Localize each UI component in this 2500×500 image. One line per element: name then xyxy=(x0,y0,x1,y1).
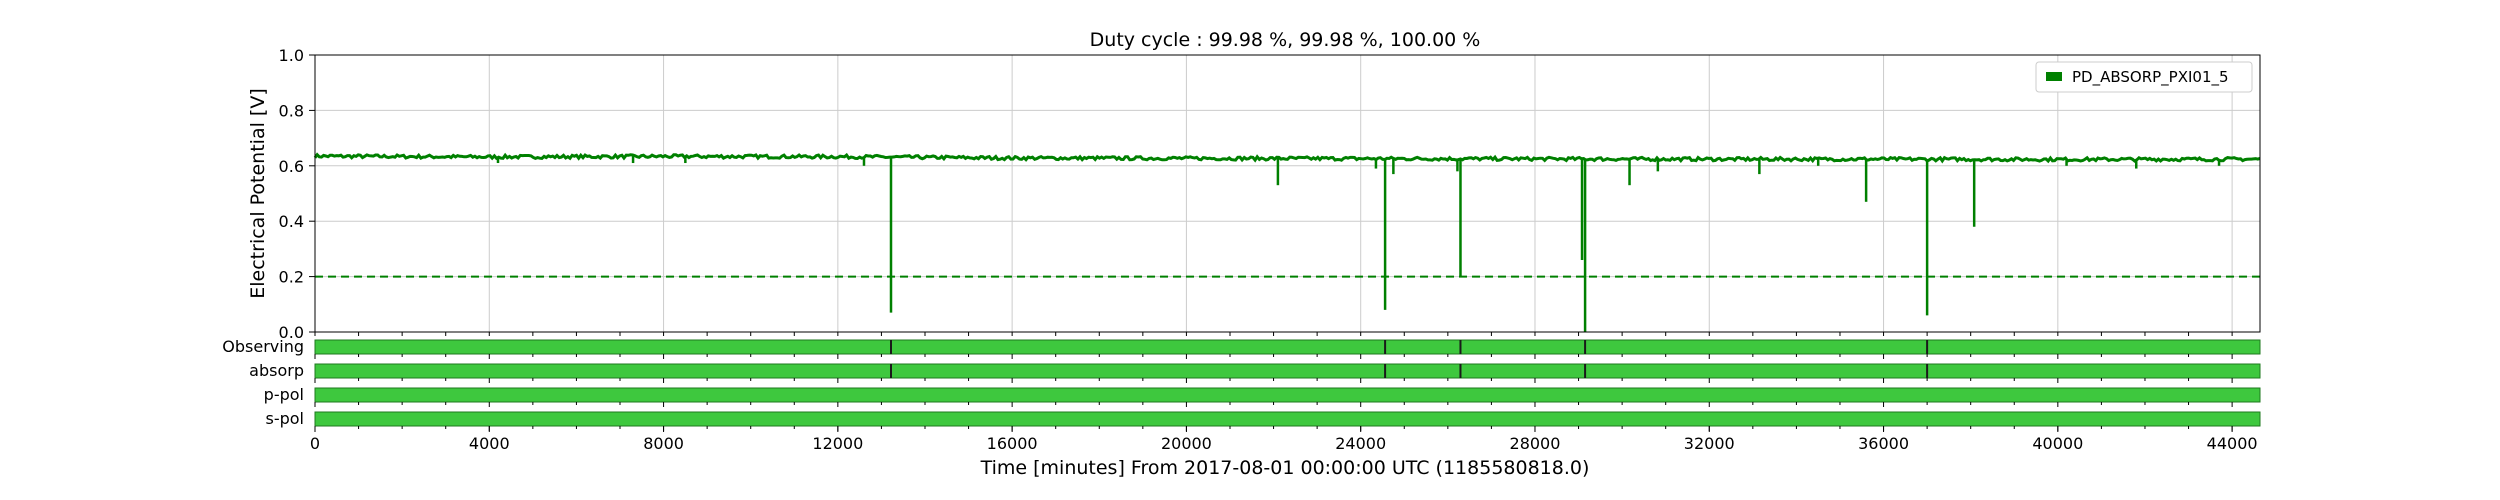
x-tick-label-9: 36000 xyxy=(1858,434,1909,453)
legend: PD_ABSORP_PXI01_5 xyxy=(2035,61,2253,93)
y-tick-label-4: 0.8 xyxy=(279,101,304,120)
series-layer xyxy=(313,152,2261,332)
segment-label-1: absorp xyxy=(249,361,304,380)
x-axis-ticks: 0 4000 8000 12000 16000 20000 24000 28000 32000 3… xyxy=(310,332,2258,453)
legend-label: PD_ABSORP_PXI01_5 xyxy=(2072,68,2229,87)
y-tick-label-3: 0.6 xyxy=(279,157,304,176)
x-tick-label-4: 16000 xyxy=(987,434,1038,453)
segment-label-2: p-pol xyxy=(264,385,304,404)
y-tick-label-5: 1.0 xyxy=(279,46,304,65)
x-tick-label-8: 32000 xyxy=(1684,434,1735,453)
legend-swatch xyxy=(2046,72,2062,81)
segment-bar-1 xyxy=(314,363,2261,379)
x-axis-label: Time [minutes] From 2017-08-01 00:00:00 … xyxy=(980,457,1590,479)
x-tick-label-3: 12000 xyxy=(812,434,863,453)
x-tick-label-7: 28000 xyxy=(1510,434,1561,453)
x-tick-label-6: 24000 xyxy=(1335,434,1386,453)
segment-bar-2 xyxy=(314,387,2261,403)
main-plot-area: 0.0 0.2 0.4 0.6 0.8 1.0 xyxy=(279,46,2261,342)
segment-bar-3 xyxy=(314,411,2261,427)
x-tick-label-1: 4000 xyxy=(469,434,510,453)
series-line-main xyxy=(313,152,2261,164)
y-axis-ticks: 0.0 0.2 0.4 0.6 0.8 1.0 xyxy=(279,46,315,342)
x-tick-label-2: 8000 xyxy=(643,434,684,453)
y-tick-label-0: 0.0 xyxy=(279,323,304,342)
segment-label-0: Observing xyxy=(222,337,304,356)
x-tick-label-0: 0 xyxy=(310,434,320,453)
chart-title: Duty cycle : 99.98 %, 99.98 %, 100.00 % xyxy=(1090,29,1481,51)
plot-frame xyxy=(314,54,2261,333)
y-tick-label-2: 0.4 xyxy=(279,212,304,231)
segment-label-3: s-pol xyxy=(266,409,305,428)
y-axis-label: Electrical Potential [V] xyxy=(247,88,269,298)
x-tick-label-5: 20000 xyxy=(1161,434,1212,453)
legend-box xyxy=(2035,61,2253,93)
y-tick-label-1: 0.2 xyxy=(279,268,304,287)
segment-bar-0 xyxy=(314,339,2261,355)
segment-bars: Observing absorp p-pol s-pol xyxy=(222,337,2261,431)
x-tick-label-10: 40000 xyxy=(2032,434,2083,453)
x-tick-label-11: 44000 xyxy=(2207,434,2258,453)
